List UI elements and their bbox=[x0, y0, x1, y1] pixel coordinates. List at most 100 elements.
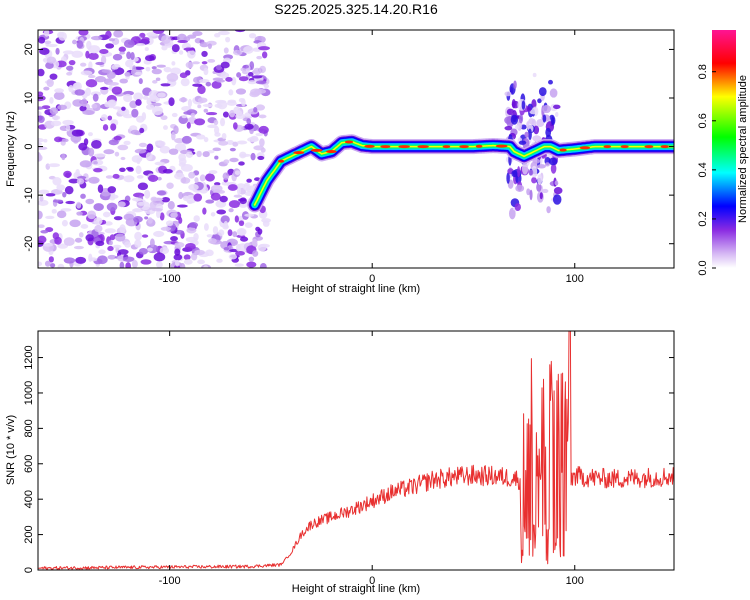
noise-blob bbox=[76, 211, 83, 216]
scatter-blob bbox=[539, 192, 543, 200]
colorbar-tick-label: 0.6 bbox=[697, 113, 709, 128]
noise-blob bbox=[232, 231, 238, 238]
noise-blob bbox=[118, 46, 126, 53]
noise-blob bbox=[235, 243, 241, 252]
noise-blob bbox=[238, 76, 249, 82]
noise-blob bbox=[93, 167, 103, 173]
noise-blob bbox=[102, 124, 109, 131]
noise-blob bbox=[43, 30, 50, 37]
scatter-blob bbox=[528, 128, 532, 141]
colorbar-tick-label: 0.2 bbox=[697, 211, 709, 226]
noise-blob bbox=[38, 111, 42, 116]
ridge-hotspot bbox=[344, 140, 354, 144]
noise-blob bbox=[125, 262, 132, 268]
noise-blob bbox=[49, 96, 54, 104]
noise-blob bbox=[38, 152, 42, 162]
scatter-blob bbox=[526, 106, 532, 112]
noise-blob bbox=[107, 115, 113, 121]
noise-blob bbox=[48, 163, 61, 168]
snr-x-tick-label: -100 bbox=[159, 575, 181, 587]
noise-blob bbox=[111, 64, 119, 70]
scatter-blob bbox=[537, 98, 542, 104]
noise-blob bbox=[57, 243, 69, 249]
noise-blob bbox=[112, 53, 123, 61]
noise-blob bbox=[228, 208, 234, 213]
noise-blob bbox=[138, 142, 148, 148]
noise-blob bbox=[179, 262, 186, 268]
snr-y-tick-label: 0 bbox=[23, 567, 35, 573]
noise-blob bbox=[131, 197, 143, 202]
scatter-blob bbox=[504, 126, 513, 131]
ridge-hotspot bbox=[660, 145, 669, 149]
noise-blob bbox=[133, 92, 144, 101]
colorbar-ticks: 0.0 0.2 0.4 0.6 0.8 bbox=[697, 64, 716, 276]
noise-blob bbox=[220, 72, 230, 79]
noise-blob bbox=[109, 234, 116, 241]
noise-blob bbox=[186, 122, 191, 129]
noise-blob bbox=[161, 45, 168, 51]
noise-blob bbox=[102, 211, 111, 218]
scatter-blob bbox=[536, 118, 545, 128]
noise-blob bbox=[76, 178, 85, 185]
noise-blob bbox=[183, 259, 193, 265]
noise-blob bbox=[212, 147, 222, 152]
noise-blob bbox=[49, 107, 59, 115]
noise-blob bbox=[197, 97, 208, 103]
noise-blob bbox=[159, 246, 170, 255]
noise-blob bbox=[190, 252, 198, 261]
noise-blob bbox=[167, 201, 175, 210]
noise-blob bbox=[114, 151, 120, 157]
noise-blob bbox=[79, 160, 92, 168]
scatter-blob bbox=[529, 189, 533, 201]
scatter-blob bbox=[541, 188, 549, 194]
noise-blob bbox=[249, 61, 255, 71]
noise-blob bbox=[234, 263, 244, 267]
scatter-blob bbox=[504, 91, 512, 97]
scatter-blob bbox=[509, 207, 516, 220]
scatter-blob bbox=[515, 124, 520, 130]
noise-blob bbox=[244, 123, 254, 130]
noise-blob bbox=[55, 47, 60, 55]
noise-blob bbox=[223, 47, 229, 54]
noise-blob bbox=[144, 55, 155, 62]
noise-blob bbox=[186, 226, 197, 234]
noise-blob bbox=[174, 143, 187, 152]
noise-blob bbox=[120, 156, 126, 161]
noise-blob bbox=[49, 263, 56, 268]
noise-blob bbox=[38, 36, 46, 44]
noise-blob bbox=[229, 157, 239, 163]
noise-blob bbox=[244, 222, 253, 229]
noise-blob bbox=[42, 243, 54, 247]
noise-blob bbox=[221, 133, 227, 140]
noise-blob bbox=[233, 106, 241, 115]
noise-blob bbox=[155, 77, 161, 82]
noise-blob bbox=[210, 192, 221, 201]
noise-blob bbox=[162, 169, 173, 174]
ridge-hotspot bbox=[417, 145, 429, 149]
noise-blob bbox=[144, 47, 149, 52]
noise-blob bbox=[215, 79, 226, 83]
noise-blob bbox=[144, 216, 149, 220]
noise-blob bbox=[63, 170, 72, 178]
noise-blob bbox=[82, 109, 95, 116]
noise-blob bbox=[123, 140, 131, 146]
ridge-hotspot bbox=[442, 145, 451, 149]
spectrogram-y-tick-label: 10 bbox=[23, 92, 35, 104]
noise-blob bbox=[250, 152, 256, 161]
noise-blob bbox=[92, 93, 99, 102]
noise-blob bbox=[211, 80, 222, 89]
noise-blob bbox=[93, 161, 98, 165]
noise-blob bbox=[76, 40, 84, 49]
spectrogram-y-tick-label: -20 bbox=[23, 236, 35, 252]
noise-blob bbox=[210, 184, 223, 193]
scatter-blob bbox=[517, 166, 521, 178]
noise-blob bbox=[168, 97, 175, 107]
ridge-hotspot bbox=[459, 145, 469, 149]
noise-blob bbox=[138, 78, 143, 85]
noise-blob bbox=[85, 234, 94, 242]
noise-blob bbox=[203, 108, 209, 113]
noise-blob bbox=[108, 85, 113, 91]
noise-blob bbox=[174, 248, 181, 256]
noise-blob bbox=[80, 224, 89, 229]
